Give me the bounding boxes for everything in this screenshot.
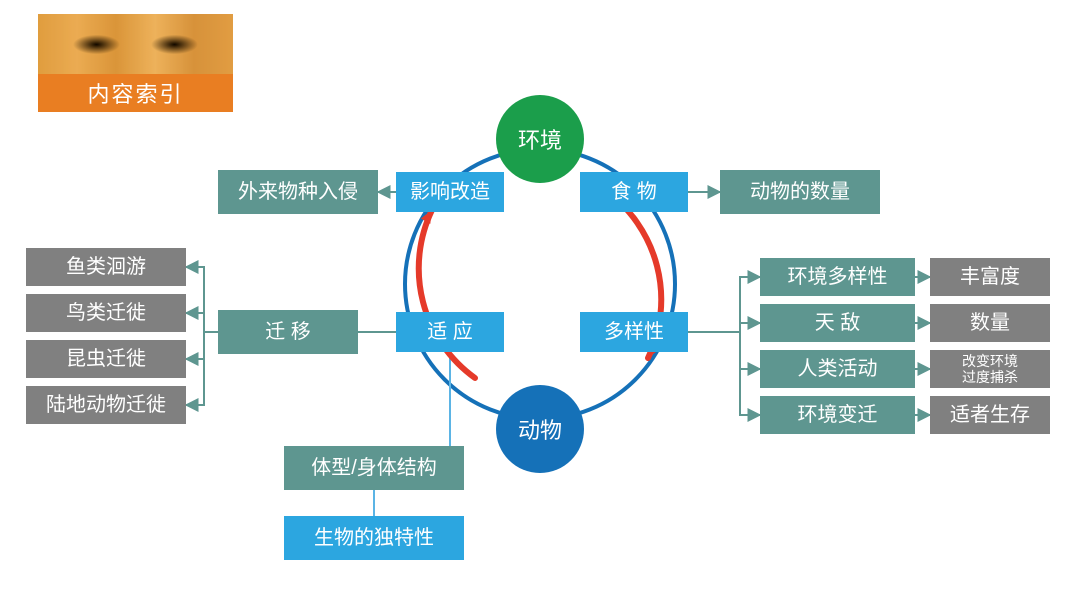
node-envdiv: 环境多样性 [760,258,915,296]
node-qty: 动物的数量 [720,170,880,214]
node-food: 食 物 [580,172,688,212]
node-humaneffect: 改变环境 过度捕杀 [930,350,1050,388]
node-predator: 天 敌 [760,304,915,342]
node-influence: 影响改造 [396,172,504,212]
node-envchange: 环境变迁 [760,396,915,434]
content-index-thumb: 内容索引 [38,14,233,112]
circle-env: 环境 [496,95,584,183]
node-adapt: 适 应 [396,312,504,352]
node-body: 体型/身体结构 [284,446,464,490]
node-human: 人类活动 [760,350,915,388]
tiger-image [38,14,233,75]
node-migrate: 迁 移 [218,310,358,354]
circle-animal: 动物 [496,385,584,473]
node-count: 数量 [930,304,1050,342]
node-richness: 丰富度 [930,258,1050,296]
node-survive: 适者生存 [930,396,1050,434]
node-insect: 昆虫迁徙 [26,340,186,378]
diagram-stage: { "colors":{ "blue_box":"#2CA6E0", "teal… [0,0,1080,608]
node-bird: 鸟类迁徙 [26,294,186,332]
content-index-label: 内容索引 [38,74,233,112]
node-invasive: 外来物种入侵 [218,170,378,214]
node-land: 陆地动物迁徙 [26,386,186,424]
node-diversity: 多样性 [580,312,688,352]
node-fish: 鱼类洄游 [26,248,186,286]
node-unique: 生物的独特性 [284,516,464,560]
